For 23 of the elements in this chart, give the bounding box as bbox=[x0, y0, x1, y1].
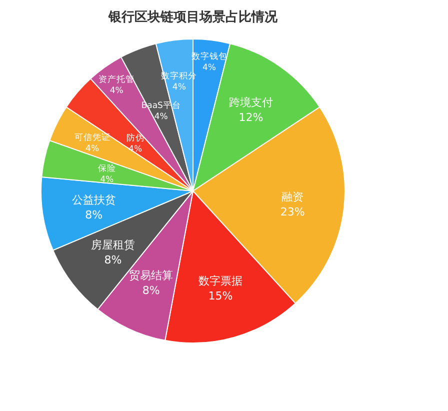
slice-label: 贸易结算 bbox=[129, 269, 174, 282]
slice-label: 防伪 bbox=[126, 132, 144, 144]
data-label: 8% bbox=[142, 284, 160, 298]
data-label: 8% bbox=[85, 208, 103, 222]
chart-title: 银行区块链项目场景占比情况 bbox=[107, 9, 278, 26]
data-label: 4% bbox=[154, 112, 168, 122]
data-label: 4% bbox=[100, 175, 114, 186]
data-label: 4% bbox=[172, 82, 186, 92]
data-label: 23% bbox=[280, 205, 305, 218]
data-label: 4% bbox=[86, 144, 100, 154]
slice-label: 跨境支付 bbox=[228, 96, 273, 110]
data-label: 4% bbox=[202, 62, 216, 73]
slice-label: 资产托管 bbox=[98, 74, 135, 86]
slice-label: 数字票据 bbox=[198, 274, 242, 288]
slice-label: 融资 bbox=[282, 190, 304, 204]
data-label: 15% bbox=[208, 289, 233, 302]
slice-label: 公益扶贫 bbox=[72, 193, 116, 206]
slice-label: 保险 bbox=[98, 163, 116, 174]
data-label: 12% bbox=[238, 111, 264, 124]
data-label: 4% bbox=[110, 86, 124, 96]
slice-label: 可信凭证 bbox=[74, 132, 110, 143]
data-label: 8% bbox=[104, 253, 122, 266]
slice-label: 房屋租赁 bbox=[90, 238, 135, 252]
